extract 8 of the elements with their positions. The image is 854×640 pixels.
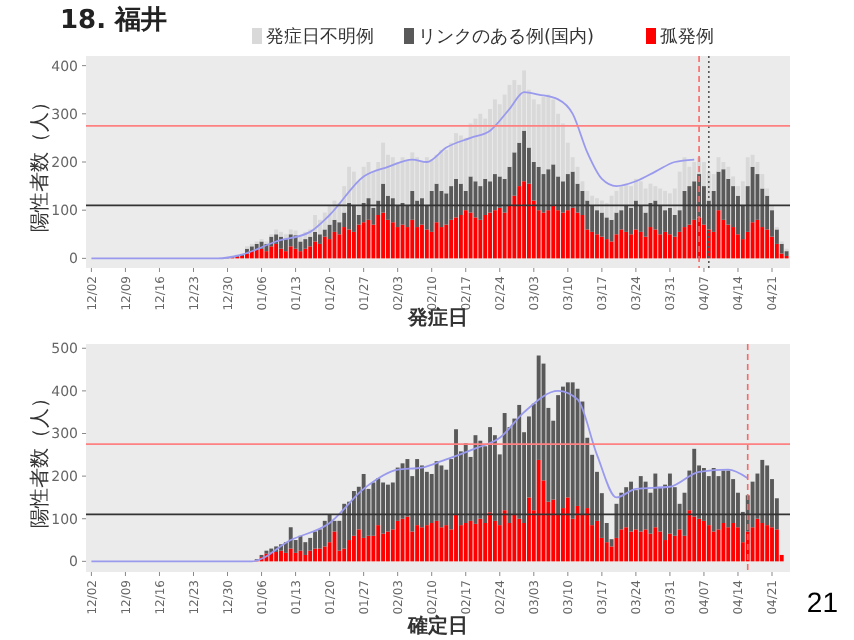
x-axis-title: 確定日 [406, 614, 468, 638]
text: 21 [806, 586, 839, 618]
legend-label: 孤発例 [660, 26, 714, 48]
legend-label: 発症日不明例 [266, 26, 374, 48]
chart-title: 18. 福井 [60, 4, 168, 36]
legend-label: リンクのある例(国内) [418, 26, 595, 48]
y-axis-title: 陽性者数（人） [28, 92, 52, 232]
y-axis-title: 陽性者数（人） [28, 388, 52, 528]
